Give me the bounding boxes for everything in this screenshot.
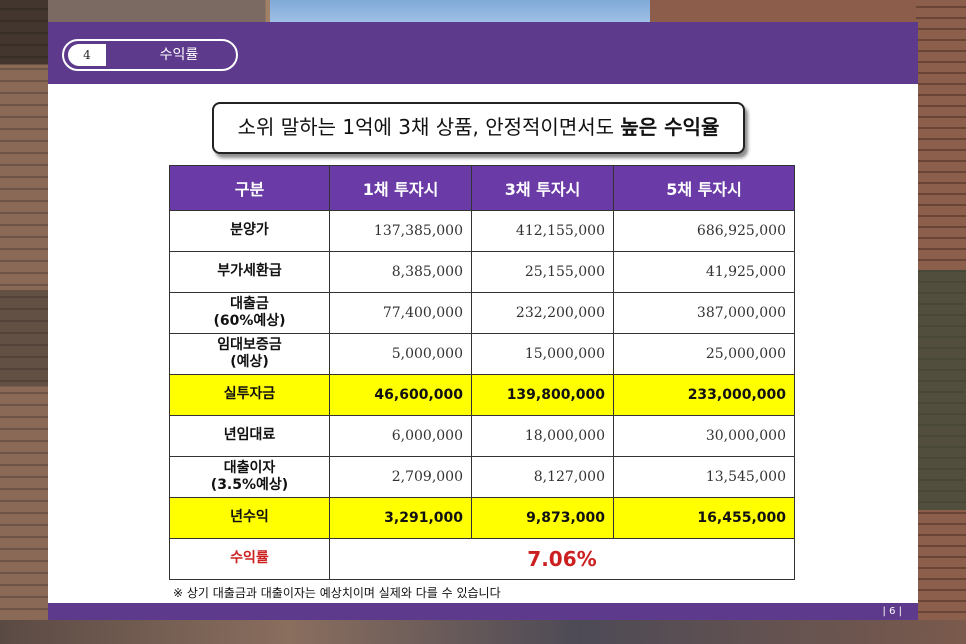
rate-label: 수익률: [169, 538, 330, 580]
row-value: 139,800,000: [471, 374, 614, 416]
headline-box: 소위 말하는 1억에 3채 상품, 안정적이면서도 높은 수익율: [212, 102, 745, 154]
row-value: 2,709,000: [329, 456, 472, 498]
page-number: | 6 |: [882, 606, 902, 617]
table-row: 부가세환급 8,385,000 25,155,000 41,925,000: [169, 251, 795, 293]
row-value: 412,155,000: [471, 210, 614, 252]
header-category: 구분: [169, 165, 330, 211]
row-value: 13,545,000: [613, 456, 795, 498]
background-right-ivy: [916, 270, 966, 510]
row-value: 8,127,000: [471, 456, 614, 498]
row-value: 137,385,000: [329, 210, 472, 252]
row-label: 분양가: [169, 210, 330, 252]
row-value: 5,000,000: [329, 333, 472, 375]
background-left-shadow: [0, 0, 48, 644]
background-bottom-strip: [0, 620, 966, 644]
header-five-units: 5채 투자시: [613, 165, 795, 211]
section-tag: 4 수익률: [62, 39, 238, 71]
table-row: 년임대료 6,000,000 18,000,000 30,000,000: [169, 415, 795, 457]
table-body: 분양가 137,385,000 412,155,000 686,925,000 부가세환…: [169, 210, 795, 580]
row-value: 232,200,000: [471, 292, 614, 334]
table-header-row: 구분 1채 투자시 3채 투자시 5채 투자시: [169, 165, 795, 211]
headline-emphasis: 높은 수익율: [620, 115, 720, 139]
table-row: 대출이자 (3.5%예상) 2,709,000 8,127,000 13,545,00…: [169, 456, 795, 498]
row-value: 25,000,000: [613, 333, 795, 375]
row-value: 16,455,000: [613, 497, 795, 539]
row-value: 3,291,000: [329, 497, 472, 539]
header-one-unit: 1채 투자시: [329, 165, 472, 211]
header-three-units: 3채 투자시: [471, 165, 614, 211]
returns-table: 구분 1채 투자시 3채 투자시 5채 투자시 분양가 137,385,000 41…: [169, 165, 795, 580]
row-label: 부가세환급: [169, 251, 330, 293]
row-label: 실투자금: [169, 374, 330, 416]
row-value: 77,400,000: [329, 292, 472, 334]
table-row: 실투자금 46,600,000 139,800,000 233,000,000: [169, 374, 795, 416]
table-row: 대출금 (60%예상) 77,400,000 232,200,000 387,000,…: [169, 292, 795, 334]
row-label: 대출금 (60%예상): [169, 292, 330, 334]
row-label: 년임대료: [169, 415, 330, 457]
row-value: 233,000,000: [613, 374, 795, 416]
slide-footer: | 6 |: [48, 603, 918, 620]
row-value: 15,000,000: [471, 333, 614, 375]
row-value: 18,000,000: [471, 415, 614, 457]
rate-row: 수익률 7.06%: [169, 538, 795, 580]
footnote: ※ 상기 대출금과 대출이자는 예상치이며 실제와 다를 수 있습니다: [173, 586, 501, 600]
table-row: 년수익 3,291,000 9,873,000 16,455,000: [169, 497, 795, 539]
row-value: 686,925,000: [613, 210, 795, 252]
slide-header: 4 수익률: [48, 22, 918, 84]
row-label: 대출이자 (3.5%예상): [169, 456, 330, 498]
row-value: 387,000,000: [613, 292, 795, 334]
section-title: 수익률: [159, 47, 199, 63]
row-value: 46,600,000: [329, 374, 472, 416]
row-value: 30,000,000: [613, 415, 795, 457]
row-value: 8,385,000: [329, 251, 472, 293]
background-sky: [270, 0, 650, 22]
section-number: 4: [68, 44, 106, 66]
rate-value: 7.06%: [329, 538, 795, 580]
headline-text: 소위 말하는 1억에 3채 상품, 안정적이면서도: [237, 115, 621, 139]
row-value: 25,155,000: [471, 251, 614, 293]
row-value: 9,873,000: [471, 497, 614, 539]
row-label: 임대보증금 (예상): [169, 333, 330, 375]
row-value: 6,000,000: [329, 415, 472, 457]
row-label: 년수익: [169, 497, 330, 539]
slide: 4 수익률 소위 말하는 1억에 3채 상품, 안정적이면서도 높은 수익율 구…: [48, 22, 918, 620]
table-row: 분양가 137,385,000 412,155,000 686,925,000: [169, 210, 795, 252]
row-value: 41,925,000: [613, 251, 795, 293]
table-row: 임대보증금 (예상) 5,000,000 15,000,000 25,000,000: [169, 333, 795, 375]
